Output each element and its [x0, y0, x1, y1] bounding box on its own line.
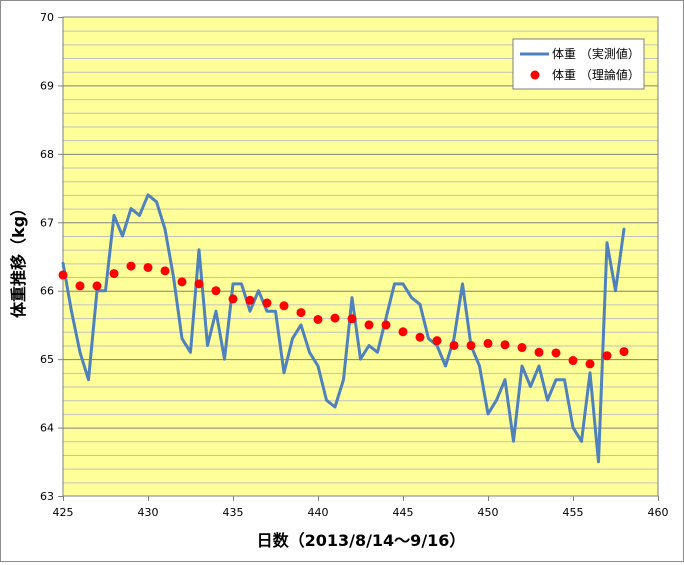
data-point-theoretical	[534, 347, 544, 357]
data-point-theoretical	[619, 347, 629, 357]
data-point-theoretical	[245, 295, 255, 305]
data-point-theoretical	[517, 343, 527, 353]
data-point-theoretical	[296, 308, 306, 318]
data-point-theoretical	[466, 340, 476, 350]
x-axis-ticks: 425 430 435 440 445 450 455 460	[53, 496, 669, 519]
legend-entry-measured: 体重 （実測値）	[552, 46, 640, 61]
x-axis-label: 日数（2013/8/14～9/16）	[257, 531, 466, 550]
data-point-theoretical	[381, 320, 391, 330]
data-point-theoretical	[143, 262, 153, 272]
x-tick-label: 445	[393, 506, 414, 519]
legend-box	[512, 38, 645, 90]
data-point-theoretical	[211, 286, 221, 296]
y-tick-label: 69	[40, 79, 54, 92]
plot-area	[63, 17, 658, 496]
y-tick-label: 70	[40, 11, 54, 24]
data-point-theoretical	[398, 327, 408, 337]
y-tick-label: 64	[40, 422, 54, 435]
data-point-theoretical	[347, 314, 357, 324]
x-tick-label: 455	[563, 506, 584, 519]
data-point-theoretical	[585, 359, 595, 369]
data-point-theoretical	[194, 279, 204, 289]
data-point-theoretical	[109, 269, 119, 279]
legend-dot-marker	[530, 70, 540, 80]
y-tick-label: 65	[40, 353, 54, 366]
data-point-theoretical	[279, 301, 289, 311]
data-point-theoretical	[500, 340, 510, 350]
y-tick-label: 66	[40, 285, 54, 298]
data-point-theoretical	[58, 270, 68, 280]
data-point-theoretical	[602, 351, 612, 361]
data-point-theoretical	[551, 348, 561, 358]
data-point-theoretical	[483, 338, 493, 348]
data-point-theoretical	[228, 294, 238, 304]
data-point-theoretical	[262, 298, 272, 308]
data-point-theoretical	[330, 313, 340, 323]
x-tick-label: 440	[308, 506, 329, 519]
data-point-theoretical	[364, 320, 374, 330]
x-tick-label: 450	[478, 506, 499, 519]
x-tick-label: 435	[223, 506, 244, 519]
data-point-theoretical	[177, 277, 187, 287]
legend: 体重 （実測値） 体重 （理論値）	[512, 38, 645, 90]
data-point-theoretical	[75, 281, 85, 291]
data-point-theoretical	[432, 336, 442, 346]
data-point-theoretical	[568, 356, 578, 366]
y-tick-label: 67	[40, 216, 54, 229]
data-point-theoretical	[126, 261, 136, 271]
x-tick-label: 430	[138, 506, 159, 519]
x-tick-label: 425	[53, 506, 74, 519]
series-layer	[58, 193, 629, 464]
x-tick-label: 460	[648, 506, 669, 519]
data-point-theoretical	[160, 266, 170, 276]
y-axis-label: 体重推移（kg）	[9, 200, 28, 318]
data-point-theoretical	[415, 332, 425, 342]
y-axis-ticks: 63 64 65 66 67 68 69 70	[40, 11, 63, 503]
data-point-theoretical	[449, 340, 459, 350]
plot-border	[62, 16, 659, 497]
legend-entry-theoretical: 体重 （理論値）	[552, 67, 640, 82]
y-tick-label: 63	[40, 490, 54, 503]
y-tick-label: 68	[40, 148, 54, 161]
data-point-theoretical	[313, 314, 323, 324]
data-point-theoretical	[92, 281, 102, 291]
series-line-measured	[61, 193, 626, 464]
